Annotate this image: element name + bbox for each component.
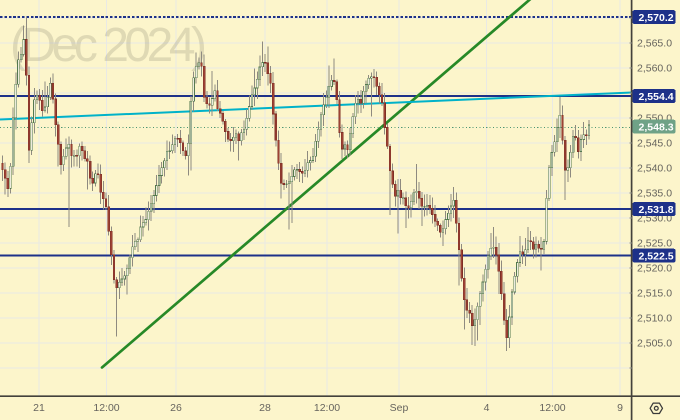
- svg-text:2,545.0: 2,545.0: [637, 138, 672, 150]
- svg-text:2,522.5: 2,522.5: [639, 250, 674, 262]
- svg-text:12:00: 12:00: [93, 402, 119, 414]
- svg-text:2,515.0: 2,515.0: [637, 288, 672, 300]
- svg-text:(Dec 2024): (Dec 2024): [10, 19, 207, 72]
- svg-text:2,565.0: 2,565.0: [637, 38, 672, 50]
- svg-text:2,535.0: 2,535.0: [637, 188, 672, 200]
- svg-text:12:00: 12:00: [314, 402, 340, 414]
- svg-text:2,525.0: 2,525.0: [637, 238, 672, 250]
- svg-text:Sep: Sep: [390, 402, 409, 414]
- svg-text:2,570.2: 2,570.2: [639, 12, 674, 24]
- svg-text:28: 28: [259, 402, 271, 414]
- svg-text:9: 9: [617, 402, 623, 414]
- svg-text:26: 26: [170, 402, 182, 414]
- svg-text:21: 21: [33, 402, 45, 414]
- svg-text:2,531.8: 2,531.8: [639, 204, 674, 216]
- svg-text:12:00: 12:00: [539, 402, 565, 414]
- svg-text:2,540.0: 2,540.0: [637, 163, 672, 175]
- svg-text:2,554.4: 2,554.4: [639, 91, 674, 103]
- svg-text:2,510.0: 2,510.0: [637, 313, 672, 325]
- svg-text:2,560.0: 2,560.0: [637, 63, 672, 75]
- svg-text:2,548.3: 2,548.3: [639, 121, 674, 133]
- svg-text:4: 4: [484, 402, 490, 414]
- svg-text:2,520.0: 2,520.0: [637, 263, 672, 275]
- svg-text:2,505.0: 2,505.0: [637, 338, 672, 350]
